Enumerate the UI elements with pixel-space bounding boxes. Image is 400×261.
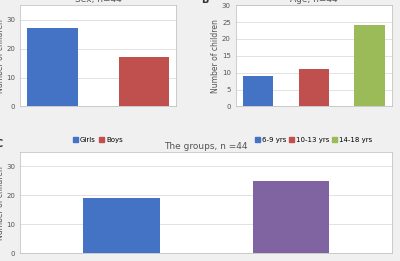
Bar [119,57,169,106]
Title: Age, n=44: Age, n=44 [290,0,338,4]
Bar [298,69,329,106]
Title: The groups, n =44: The groups, n =44 [164,142,248,151]
Legend: Girls, Boys: Girls, Boys [70,134,126,145]
Bar [354,26,385,106]
Text: B: B [201,0,209,5]
Text: C: C [0,139,3,149]
Title: Sex, n=44: Sex, n=44 [75,0,122,4]
Y-axis label: Number of children: Number of children [212,19,220,93]
Bar [27,28,78,106]
Legend: 6-9 yrs, 10-13 yrs, 14-18 yrs: 6-9 yrs, 10-13 yrs, 14-18 yrs [252,134,375,145]
Bar [84,198,160,253]
Y-axis label: Number of children: Number of children [0,19,5,93]
Y-axis label: Number of children: Number of children [0,166,5,240]
Bar [243,76,274,106]
Bar [252,181,328,253]
